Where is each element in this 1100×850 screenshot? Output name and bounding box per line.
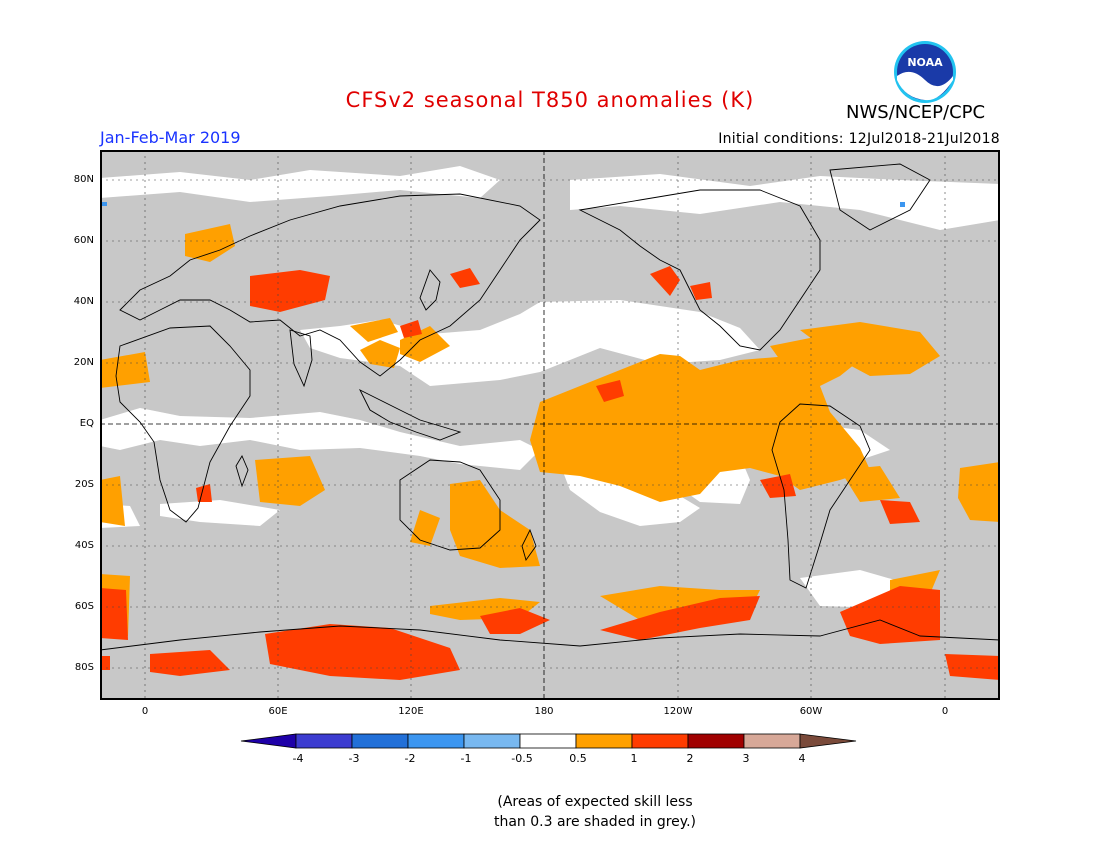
colorbar-label: -0.5 [511,752,533,765]
map-title: CFSv2 seasonal T850 anomalies (K) [345,88,755,112]
colorbar-cell [631,733,689,749]
skill-note-line: (Areas of expected skill less [497,794,693,810]
lat-label: 40N [73,296,94,307]
colorbar-cell [687,733,745,749]
anomaly-map [100,150,1000,700]
colorbar-label: 3 [742,752,750,765]
colorbar-label: -3 [348,752,360,765]
map-frame [100,150,1000,700]
lon-label: 120E [398,706,424,717]
lat-label: 80S [74,662,94,673]
lon-label: 60E [268,706,288,717]
logo-text: NOAA [907,56,943,69]
lon-label: 60W [799,706,823,717]
lon-label: 0 [941,706,949,717]
coastlines [100,163,1000,651]
warm-anomaly-regions [100,224,1000,638]
colorbar-cell [463,733,521,749]
lat-label: EQ [79,418,94,429]
colorbar-label: -2 [404,752,416,765]
colorbar [240,733,857,749]
colorbar-cell [575,733,633,749]
season-label: Jan-Feb-Mar 2019 [100,128,241,147]
graticule [100,150,1000,700]
agency-label: NWS/NCEP/CPC [846,102,986,123]
skill-note-line: than 0.3 are shaded in grey.) [493,814,696,830]
colorbar-cell [351,733,409,749]
colorbar-cell [743,733,801,749]
colorbar-cell [519,733,577,749]
lat-label: 80N [73,174,94,185]
colorbar-label: 0.5 [569,752,587,765]
lat-label: 20S [74,479,94,490]
skill-note: (Areas of expected skill less than 0.3 a… [0,792,1100,832]
lon-label: 120W [663,706,693,717]
lon-label: 0 [141,706,149,717]
lat-label: 20N [73,357,94,368]
noaa-logo: NOAA [894,41,956,103]
lon-label: 180 [534,706,554,717]
lat-label: 60S [74,601,94,612]
colorbar-label: -1 [460,752,472,765]
initial-conditions-label: Initial conditions: 12Jul2018-21Jul2018 [718,131,1000,147]
colorbar-label: -4 [292,752,304,765]
colorbar-cell [407,733,465,749]
lat-label: 40S [74,540,94,551]
colorbar-cell [240,733,297,749]
cool-anomaly-specks [102,202,905,207]
colorbar-label: 1 [630,752,638,765]
lat-label: 60N [73,235,94,246]
colorbar-label: 4 [798,752,806,765]
colorbar-label: 2 [686,752,694,765]
colorbar-cell [295,733,353,749]
equator-and-dateline [100,150,1000,700]
colorbar-cell [799,733,857,749]
